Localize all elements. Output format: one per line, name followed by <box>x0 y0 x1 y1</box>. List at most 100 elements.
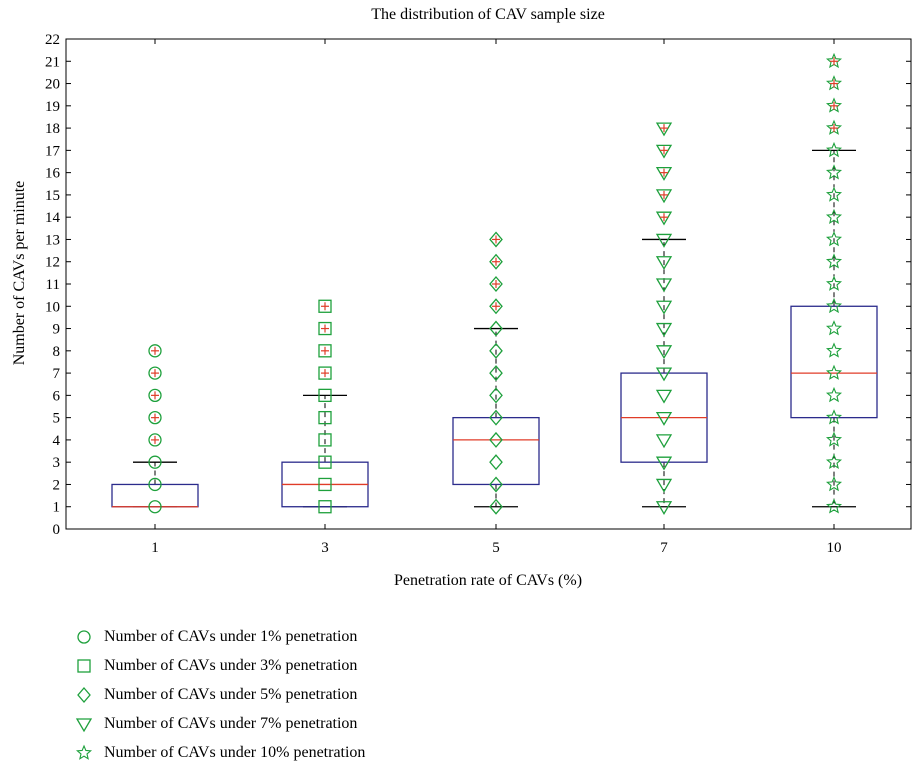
outlier-point <box>660 168 668 177</box>
legend-item: Number of CAVs under 1% penetration <box>74 622 365 651</box>
sample-point <box>489 454 503 471</box>
legend-label: Number of CAVs under 3% penetration <box>104 656 358 674</box>
y-tick-label: 6 <box>53 388 61 404</box>
outlier-point <box>151 413 159 422</box>
y-tick-label: 13 <box>45 232 60 248</box>
outlier-point <box>492 235 500 244</box>
y-tick-label: 18 <box>45 121 60 137</box>
sample-point <box>489 298 503 315</box>
legend-label: Number of CAVs under 7% penetration <box>104 714 358 732</box>
legend-item: Number of CAVs under 10% penetration <box>74 738 365 767</box>
outlier-point <box>660 146 668 155</box>
sample-point <box>489 253 503 270</box>
sample-point <box>318 500 332 514</box>
sample-point <box>318 410 332 425</box>
sample-point <box>318 344 332 358</box>
y-tick-label: 9 <box>53 322 61 338</box>
sample-point <box>825 431 843 447</box>
sample-point <box>825 275 843 291</box>
y-tick-label: 3 <box>53 455 61 471</box>
outlier-point <box>660 213 668 222</box>
y-tick-label: 11 <box>46 277 60 293</box>
sample-point <box>148 388 162 403</box>
box-5 <box>452 327 540 508</box>
square-marker-icon <box>77 658 91 673</box>
sample-point <box>318 366 332 380</box>
sample-point <box>318 321 332 336</box>
legend: Number of CAVs under 1% penetration Numbe… <box>74 622 365 767</box>
y-tick-label: 8 <box>53 344 61 360</box>
box-10 <box>790 149 878 508</box>
y-tick-label: 1 <box>53 500 61 516</box>
sample-point <box>489 387 503 404</box>
sample-point <box>655 411 673 426</box>
sample-point <box>489 320 503 337</box>
legend-marker <box>77 686 91 703</box>
x-tick-label: 10 <box>827 540 842 556</box>
sample-point <box>825 386 843 403</box>
box-7 <box>620 238 708 508</box>
sample-point <box>489 276 503 292</box>
sample-point <box>825 208 843 224</box>
outlier-point <box>321 369 329 378</box>
outlier-point <box>830 57 838 66</box>
sample-point <box>655 367 673 382</box>
y-tick-label: 16 <box>45 166 61 182</box>
sample-point <box>489 476 503 493</box>
outlier-point <box>492 280 500 288</box>
outlier-point <box>151 435 159 444</box>
y-tick-label: 0 <box>53 522 61 538</box>
box-rect <box>790 305 878 419</box>
x-tick-label: 7 <box>660 540 668 556</box>
sample-point <box>825 342 843 358</box>
sample-point <box>825 476 843 492</box>
sample-point <box>148 410 162 425</box>
box-rect <box>452 416 540 486</box>
sample-point <box>655 122 673 137</box>
legend-marker <box>75 744 93 760</box>
sample-point <box>825 186 843 202</box>
sample-point <box>148 455 162 469</box>
y-tick-label: 14 <box>45 210 61 226</box>
box-rect <box>111 483 199 508</box>
sample-point <box>148 477 162 492</box>
box-3 <box>281 394 369 508</box>
legend-item: Number of CAVs under 7% penetration <box>74 709 365 738</box>
outlier-point <box>321 324 329 333</box>
y-tick-label: 21 <box>45 54 60 70</box>
y-tick-label: 17 <box>45 143 61 159</box>
sample-point <box>655 478 673 493</box>
sample-point <box>825 253 843 269</box>
sample-point <box>655 345 673 360</box>
legend-item: Number of CAVs under 5% penetration <box>74 680 365 709</box>
sample-point <box>655 456 673 471</box>
x-tick-label: 5 <box>492 540 500 556</box>
y-tick-label: 12 <box>45 255 60 271</box>
x-axis-label: Penetration rate of CAVs (%) <box>394 572 582 589</box>
sample-point <box>489 498 503 515</box>
sample-point <box>655 233 673 248</box>
outlier-point <box>492 302 500 311</box>
y-tick-label: 15 <box>45 188 60 204</box>
y-axis-label: Number of CAVs per minute <box>11 181 28 366</box>
plot-frame <box>65 38 912 530</box>
y-tick-label: 10 <box>45 299 60 315</box>
sample-point <box>655 166 673 181</box>
legend-label: Number of CAVs under 10% penetration <box>104 743 366 761</box>
outlier-point <box>660 124 668 133</box>
outlier-point <box>151 346 159 355</box>
x-tick-label: 1 <box>151 540 159 556</box>
sample-point <box>825 297 843 314</box>
sample-point <box>655 256 673 271</box>
sample-point <box>318 477 332 492</box>
outlier-point <box>492 257 500 266</box>
sample-point <box>655 144 673 159</box>
box-1 <box>111 461 199 508</box>
triangle-marker-icon <box>75 717 93 732</box>
sample-point <box>148 500 162 514</box>
circle-marker-icon <box>77 629 91 644</box>
outlier-point <box>830 124 838 133</box>
sample-point <box>825 498 843 514</box>
sample-point <box>655 434 673 449</box>
outlier-point <box>830 101 838 110</box>
